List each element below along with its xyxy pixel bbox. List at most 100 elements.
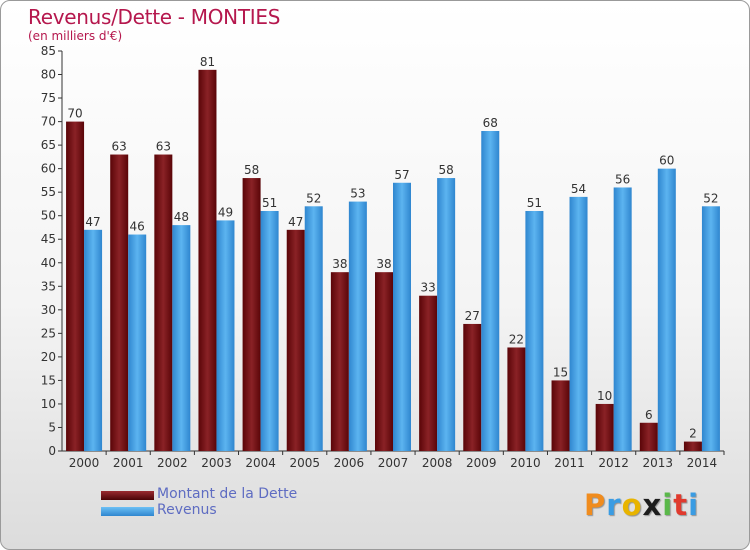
data-label-debt: 38 bbox=[332, 257, 347, 271]
x-tick-label: 2005 bbox=[289, 456, 320, 470]
data-label-debt: 38 bbox=[376, 257, 391, 271]
data-label-revenue: 60 bbox=[659, 154, 674, 168]
x-tick-label: 2004 bbox=[245, 456, 276, 470]
data-label-revenue: 54 bbox=[571, 182, 586, 196]
legend-label-debt: Montant de la Dette bbox=[157, 486, 298, 502]
bar-revenue bbox=[260, 211, 279, 451]
data-label-debt: 47 bbox=[288, 215, 303, 229]
logo-letter: P bbox=[584, 488, 607, 522]
x-tick-label: 2013 bbox=[643, 456, 674, 470]
bar-debt bbox=[198, 69, 217, 451]
logo-letter: r bbox=[606, 488, 622, 522]
data-label-debt: 22 bbox=[509, 332, 524, 346]
y-tick-label: 20 bbox=[41, 350, 56, 364]
data-label-debt: 63 bbox=[156, 140, 171, 154]
bar-revenue bbox=[348, 201, 367, 451]
bar-revenue bbox=[172, 225, 191, 451]
data-label-debt: 81 bbox=[200, 55, 215, 69]
bar-revenue bbox=[701, 206, 720, 451]
x-tick-label: 2003 bbox=[201, 456, 232, 470]
bar-debt bbox=[330, 272, 349, 451]
bar-debt bbox=[463, 323, 482, 451]
data-label-revenue: 51 bbox=[527, 196, 542, 210]
bar-revenue bbox=[569, 196, 588, 451]
bar-revenue bbox=[84, 229, 103, 451]
bar-revenue bbox=[128, 234, 147, 451]
x-tick-label: 2010 bbox=[510, 456, 541, 470]
y-tick-label: 60 bbox=[41, 162, 56, 176]
value-labels: 7047634663488149585147523853385733582768… bbox=[67, 55, 718, 441]
y-tick-label: 45 bbox=[41, 232, 56, 246]
legend-swatch-debt bbox=[101, 491, 154, 500]
x-tick-label: 2000 bbox=[69, 456, 100, 470]
data-label-debt: 58 bbox=[244, 163, 259, 177]
y-tick-label: 55 bbox=[41, 185, 56, 199]
y-tick-label: 70 bbox=[41, 115, 56, 129]
y-tick-label: 35 bbox=[41, 279, 56, 293]
data-label-debt: 10 bbox=[597, 389, 612, 403]
bar-revenue bbox=[481, 131, 500, 451]
y-tick-label: 0 bbox=[48, 444, 56, 458]
legend-swatch-revenue bbox=[101, 507, 154, 516]
data-label-revenue: 52 bbox=[306, 191, 321, 205]
bar-debt bbox=[507, 347, 526, 451]
data-label-revenue: 52 bbox=[703, 191, 718, 205]
y-tick-label: 15 bbox=[41, 373, 56, 387]
x-tick-label: 2011 bbox=[554, 456, 585, 470]
bar-debt bbox=[242, 178, 261, 451]
bar-revenue bbox=[525, 211, 544, 451]
bar-debt bbox=[595, 403, 614, 451]
legend-label-revenue: Revenus bbox=[157, 502, 217, 518]
bar-debt bbox=[683, 441, 702, 451]
data-label-revenue: 47 bbox=[85, 215, 100, 229]
proxiti-logo: Proxiti bbox=[584, 488, 699, 522]
bar-revenue bbox=[613, 187, 632, 451]
y-tick-label: 10 bbox=[41, 397, 56, 411]
data-label-revenue: 68 bbox=[483, 116, 498, 130]
bar-revenue bbox=[657, 168, 676, 451]
axes: 0 5 10 15 20 25 30 35 40 45 50 55 60 65 70 75 80 85 2000 20… bbox=[41, 44, 725, 470]
x-tick-label: 2002 bbox=[157, 456, 188, 470]
x-tick-label: 2006 bbox=[334, 456, 365, 470]
bar-debt bbox=[375, 272, 393, 451]
bar-debt bbox=[66, 121, 85, 452]
bar-revenue bbox=[304, 206, 323, 451]
data-label-debt: 2 bbox=[689, 427, 697, 441]
bar-debt bbox=[286, 229, 305, 451]
chart-subtitle: (en milliers d'€) bbox=[28, 29, 123, 43]
data-label-debt: 27 bbox=[465, 309, 480, 323]
bar-revenue bbox=[216, 220, 235, 451]
y-tick-label: 5 bbox=[48, 420, 56, 434]
logo-letter: i bbox=[688, 488, 700, 522]
x-tick-label: 2001 bbox=[113, 456, 144, 470]
bar-debt bbox=[639, 422, 658, 451]
data-label-debt: 6 bbox=[645, 408, 653, 422]
data-label-debt: 15 bbox=[553, 365, 568, 379]
logo-letter: i bbox=[662, 488, 674, 522]
y-tick-label: 80 bbox=[41, 68, 56, 82]
bar-revenue bbox=[393, 182, 411, 451]
y-tick-label: 40 bbox=[41, 256, 56, 270]
logo-letter: t bbox=[673, 488, 689, 522]
x-tick-label: 2009 bbox=[466, 456, 497, 470]
data-label-revenue: 51 bbox=[262, 196, 277, 210]
bar-debt bbox=[110, 154, 129, 451]
data-label-revenue: 57 bbox=[394, 168, 409, 182]
data-label-revenue: 56 bbox=[615, 172, 630, 186]
data-label-revenue: 49 bbox=[218, 205, 233, 219]
x-tick-label: 2008 bbox=[422, 456, 453, 470]
data-label-debt: 70 bbox=[67, 107, 82, 121]
y-tick-label: 25 bbox=[41, 326, 56, 340]
y-tick-label: 65 bbox=[41, 138, 56, 152]
chart-title: Revenus/Dette - MONTIES bbox=[28, 5, 281, 29]
bar-debt bbox=[154, 154, 173, 451]
data-label-debt: 33 bbox=[420, 281, 435, 295]
bars-group bbox=[66, 69, 720, 452]
y-tick-label: 50 bbox=[41, 209, 56, 223]
data-label-debt: 63 bbox=[112, 140, 127, 154]
logo-letter: x bbox=[642, 488, 663, 522]
x-tick-label: 2012 bbox=[598, 456, 629, 470]
bar-revenue bbox=[437, 178, 456, 451]
